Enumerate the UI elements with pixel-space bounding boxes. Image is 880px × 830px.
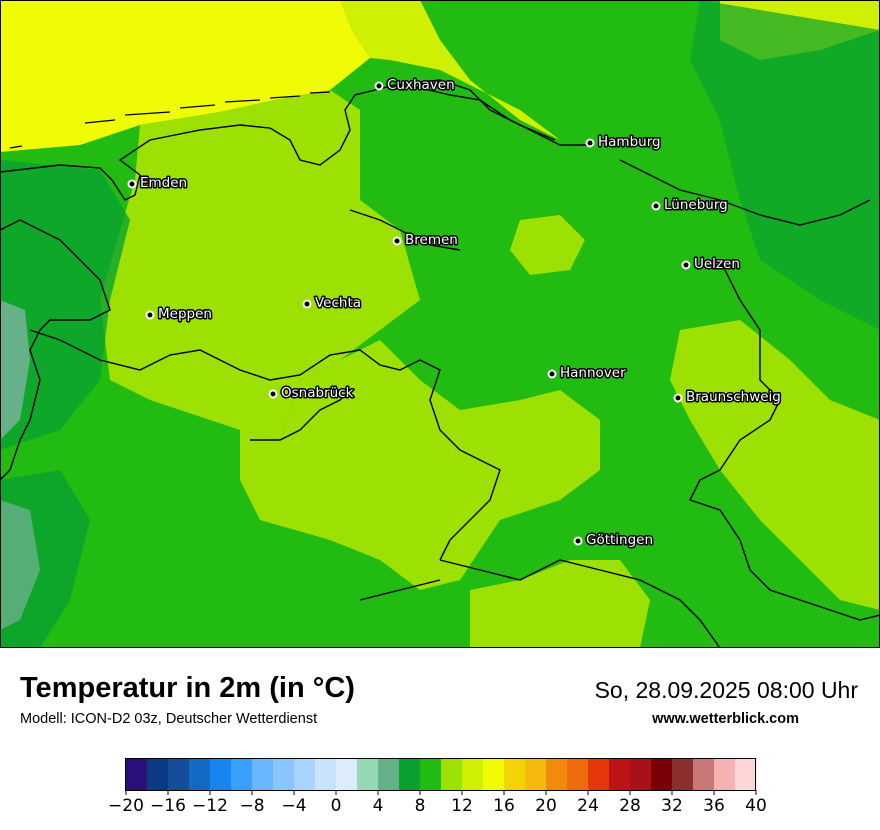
legend-swatch: [315, 759, 337, 790]
source-link[interactable]: www.wetterblick.com: [652, 711, 799, 727]
city-label: Lüneburg: [664, 197, 728, 213]
legend-swatch: [168, 759, 190, 790]
teal-west: [0, 300, 30, 440]
map-subtitle: Modell: ICON-D2 03z, Deutscher Wetterdie…: [20, 711, 318, 727]
city-goettingen: Göttingen: [573, 531, 655, 550]
light-green-center: [510, 215, 585, 275]
city-label: Cuxhaven: [387, 77, 455, 93]
legend-tick-label: −8: [239, 796, 264, 816]
islands: [9, 91, 331, 149]
city-lueneburg: Lüneburg: [651, 196, 729, 215]
legend-swatch: [609, 759, 631, 790]
legend-swatch: [231, 759, 253, 790]
light-green-east: [670, 320, 880, 610]
legend-swatch: [399, 759, 421, 790]
city-label: Vechta: [315, 295, 361, 311]
legend-tick-label: 40: [745, 796, 767, 816]
borders: [0, 79, 880, 648]
city-osnabrueck: Osnabrück: [268, 384, 355, 403]
legend-tick-label: 20: [535, 796, 557, 816]
legend-tick-label: 16: [493, 796, 515, 816]
city-uelzen: Uelzen: [681, 255, 741, 274]
city-braunschweig: Braunschweig: [673, 388, 782, 407]
sea-yellow-area: [0, 0, 370, 152]
city-label: Osnabrück: [281, 385, 354, 401]
legend-ticks: −20 −16 −12 −8 −4 0 4 8 12 16 20 24 28 32 36 40: [108, 790, 767, 816]
dark-green-west: [0, 160, 130, 450]
legend-swatch: [357, 759, 379, 790]
legend-swatches: [126, 759, 757, 790]
temperature-map: Cuxhaven Hamburg Emden Lüneburg Bremen U…: [0, 0, 880, 648]
legend-tick-label: 24: [577, 796, 599, 816]
legend-tick-label: 32: [661, 796, 683, 816]
light-green-southeast: [470, 560, 650, 648]
legend-swatch: [567, 759, 589, 790]
legend-tick-label: 12: [451, 796, 473, 816]
legend-swatch: [588, 759, 610, 790]
city-hamburg: Hamburg: [585, 133, 662, 152]
legend-swatch: [126, 759, 148, 790]
city-label: Göttingen: [586, 532, 653, 548]
city-emden: Emden: [127, 174, 189, 193]
legend-swatch: [189, 759, 211, 790]
legend-tick-label: 36: [703, 796, 725, 816]
legend-tick-label: −20: [108, 796, 144, 816]
legend-swatch: [546, 759, 568, 790]
legend-tick-label: 0: [331, 796, 342, 816]
legend-swatch: [462, 759, 484, 790]
city-hannover: Hannover: [547, 364, 628, 383]
legend-tick-label: −12: [192, 796, 228, 816]
city-label: Emden: [140, 175, 187, 191]
legend-swatch: [483, 759, 505, 790]
city-bremen: Bremen: [392, 231, 459, 250]
legend-swatch: [210, 759, 232, 790]
legend-swatch: [693, 759, 715, 790]
legend-swatch: [294, 759, 316, 790]
city-label: Hamburg: [598, 134, 661, 150]
legend-swatch: [441, 759, 463, 790]
legend-tick-label: 8: [415, 796, 426, 816]
legend-swatch: [378, 759, 400, 790]
dark-green-east: [690, 0, 880, 330]
legend-swatch: [504, 759, 526, 790]
city-label: Braunschweig: [686, 389, 781, 405]
light-green-south: [240, 340, 600, 590]
forecast-datetime: So, 28.09.2025 08:00 Uhr: [594, 677, 858, 703]
city-label: Meppen: [158, 306, 212, 322]
legend-swatch: [147, 759, 169, 790]
city-label: Hannover: [560, 365, 626, 381]
legend-tick-label: 4: [373, 796, 384, 816]
map-title: Temperatur in 2m (in °C): [20, 672, 355, 704]
legend-frame: [125, 758, 756, 791]
color-legend: −20 −16 −12 −8 −4 0 4 8 12 16 20 24 28 32 36 40: [108, 758, 767, 816]
city-label: Bremen: [405, 232, 458, 248]
legend-swatch: [252, 759, 274, 790]
legend-swatch: [630, 759, 652, 790]
legend-swatch: [273, 759, 295, 790]
legend-swatch: [525, 759, 547, 790]
legend-swatch: [714, 759, 736, 790]
city-cuxhaven: Cuxhaven: [374, 76, 456, 95]
sea-light-yellow-area: [340, 0, 560, 140]
legend-tick-label: 28: [619, 796, 641, 816]
legend-swatch: [420, 759, 442, 790]
light-green-west: [100, 90, 420, 440]
legend-tick-label: −4: [281, 796, 306, 816]
city-label: Uelzen: [694, 256, 740, 272]
teal-southwest: [0, 500, 40, 630]
legend-swatch: [651, 759, 673, 790]
legend-tick-label: −16: [150, 796, 186, 816]
legend-swatch: [336, 759, 358, 790]
city-vechta: Vechta: [302, 294, 363, 313]
legend-swatch: [672, 759, 694, 790]
legend-swatch: [735, 759, 757, 790]
city-meppen: Meppen: [145, 305, 213, 324]
